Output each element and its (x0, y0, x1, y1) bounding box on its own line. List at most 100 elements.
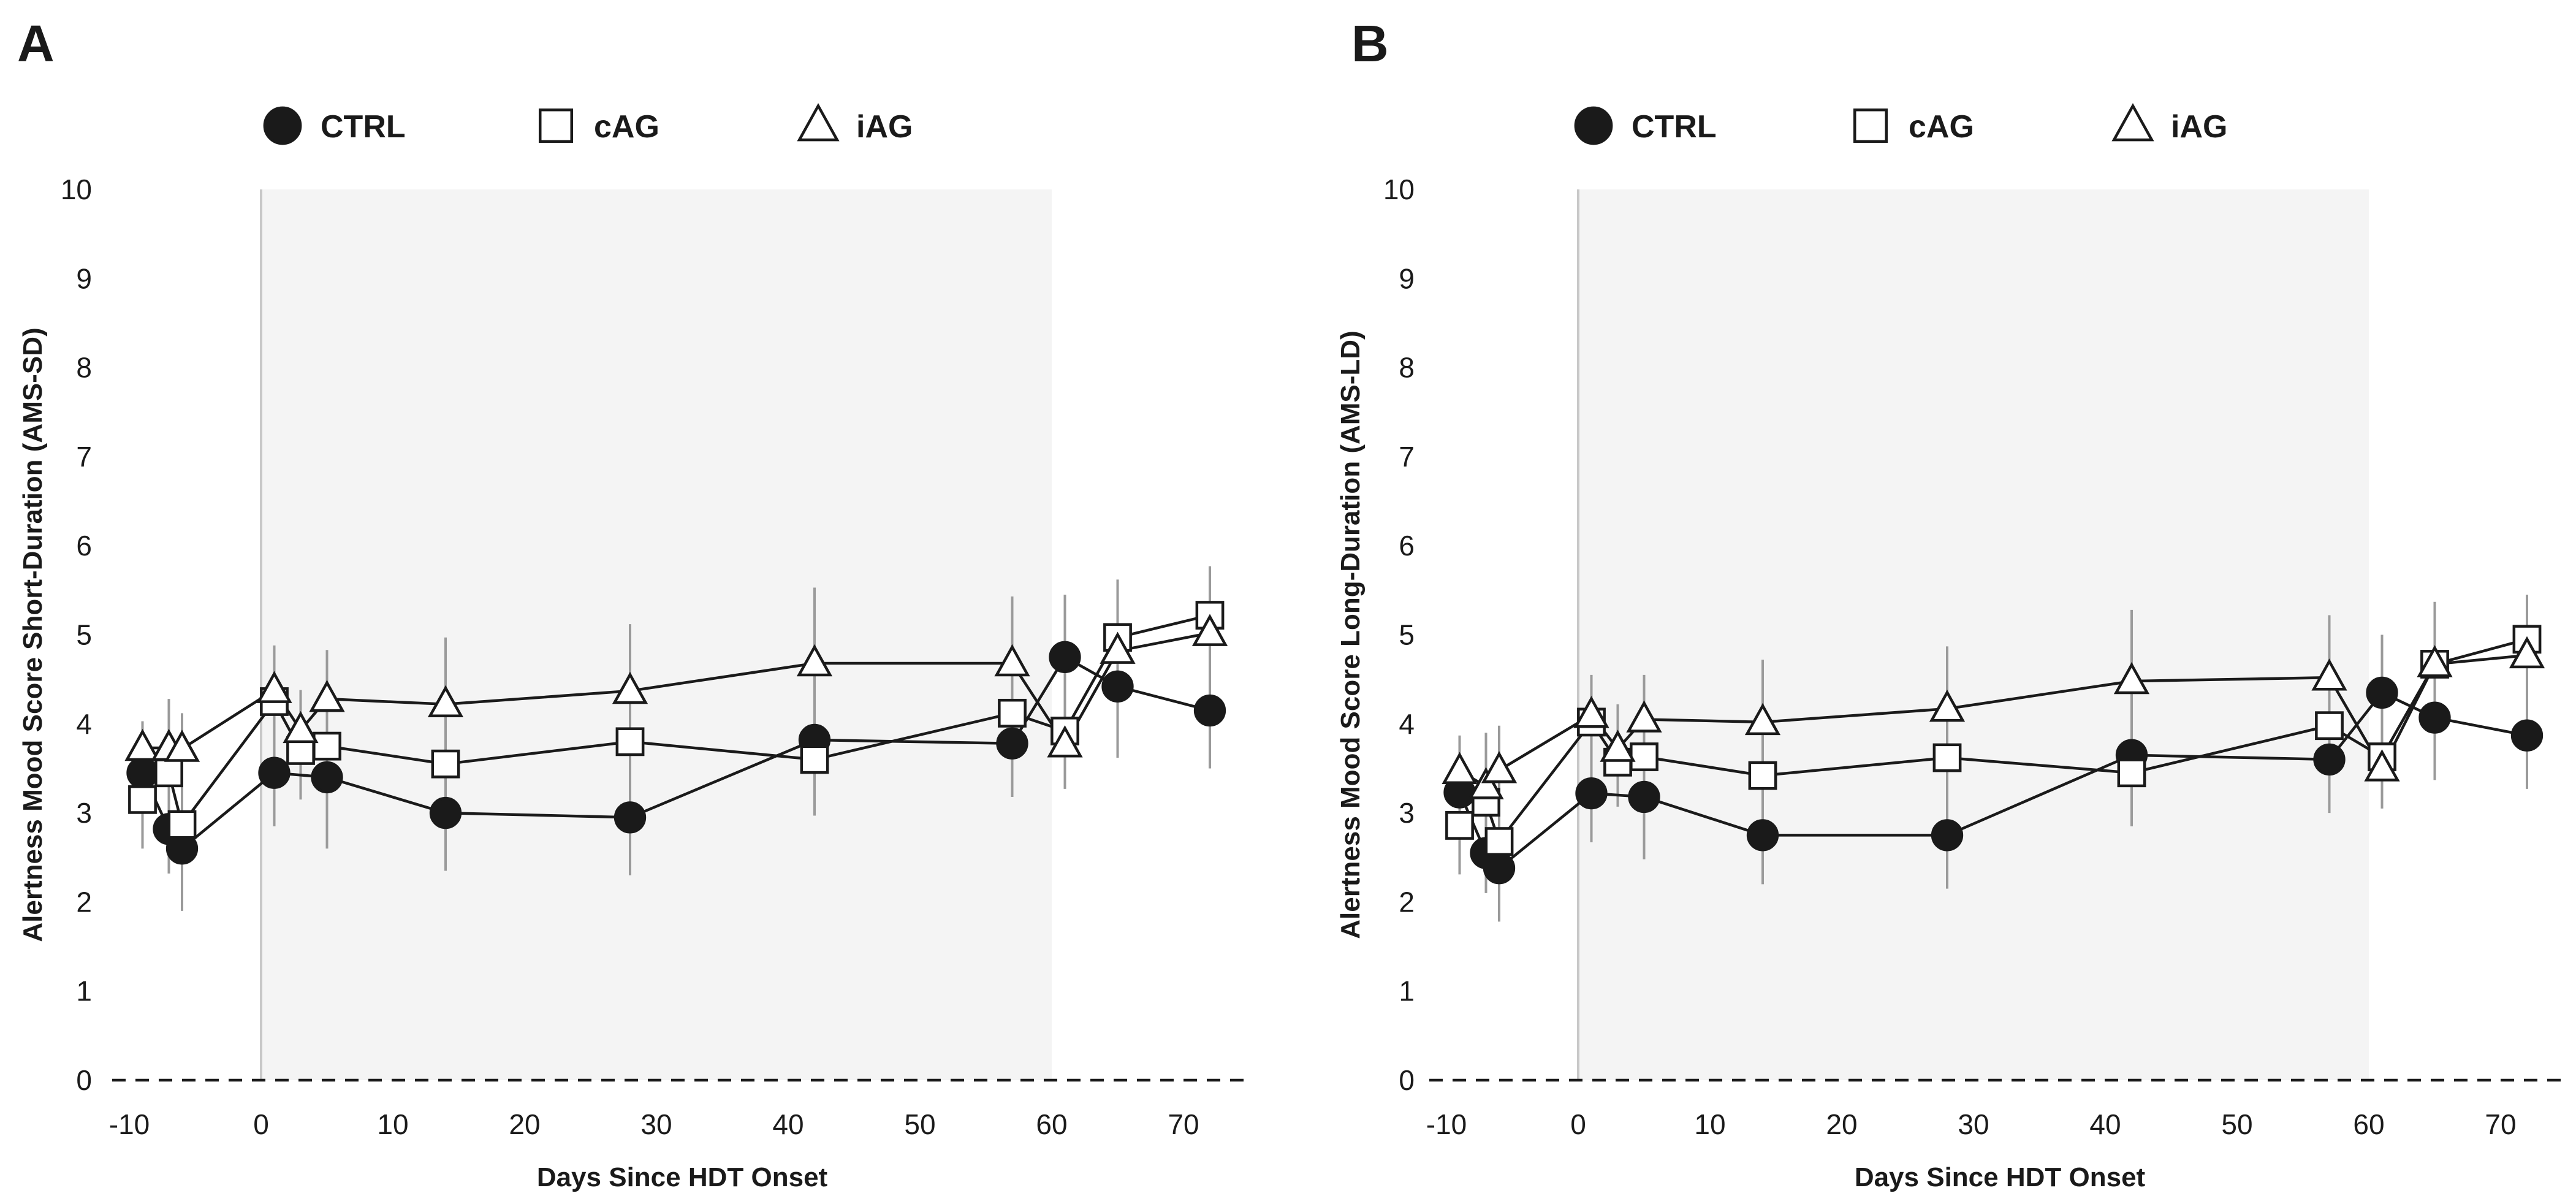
data-point-iag (796, 644, 833, 677)
x-tick-label: 50 (904, 1108, 935, 1140)
legend-label-ctrl: CTRL (321, 109, 406, 145)
data-point-ctrl (1101, 670, 1134, 703)
y-tick-label: 9 (76, 262, 92, 294)
data-point-cag (154, 758, 183, 788)
legend-marker-ctrl (1574, 106, 1613, 145)
data-point-iag (1047, 725, 1083, 758)
data-point-cag (2315, 711, 2344, 741)
data-point-ctrl (1931, 819, 1964, 852)
y-tick-label: 0 (76, 1064, 92, 1096)
data-point-cag (431, 749, 460, 779)
data-point-iag (124, 728, 161, 761)
y-tick-label: 8 (1399, 352, 1415, 384)
x-tick-label: 10 (377, 1108, 408, 1140)
y-tick-label: 4 (76, 708, 92, 740)
data-point-cag (1932, 743, 1962, 772)
x-tick-label: 50 (2221, 1108, 2252, 1140)
y-tick-label: 9 (1399, 262, 1415, 294)
x-tick-label: 0 (1570, 1108, 1586, 1140)
y-axis-title: Alertness Mood Score Short-Duration (AMS… (18, 327, 48, 942)
hdt-shaded-region (1578, 189, 2369, 1080)
y-tick-label: 2 (76, 886, 92, 918)
y-tick-label: 1 (76, 975, 92, 1007)
y-tick-label: 3 (1399, 797, 1415, 829)
data-point-ctrl (2313, 743, 2346, 776)
data-point-iag (2509, 636, 2545, 669)
data-point-ctrl (1193, 694, 1226, 727)
data-point-ctrl (311, 761, 343, 794)
data-point-ctrl (126, 756, 159, 789)
y-tick-label: 3 (76, 797, 92, 829)
data-point-ctrl (1483, 852, 1516, 885)
data-point-iag (1100, 631, 1136, 664)
x-tick-label: 40 (2089, 1108, 2121, 1140)
x-tick-label: 70 (1168, 1108, 1199, 1140)
legend-marker-cag (538, 108, 574, 143)
x-axis-title: Days Since HDT Onset (537, 1162, 828, 1192)
x-tick-label: 10 (1694, 1108, 1725, 1140)
y-tick-label: 2 (1399, 886, 1415, 918)
y-tick-label: 4 (1399, 708, 1415, 740)
data-point-cag (2117, 758, 2146, 788)
data-point-iag (283, 711, 319, 744)
data-point-iag (256, 671, 292, 703)
data-point-ctrl (429, 796, 462, 829)
data-point-cag (167, 810, 197, 839)
y-tick-label: 7 (1399, 441, 1415, 473)
data-point-iag (2364, 749, 2400, 782)
data-point-ctrl (996, 727, 1028, 760)
y-tick-label: 1 (1399, 975, 1415, 1007)
x-tick-label: -10 (109, 1108, 150, 1140)
data-point-cag (128, 785, 157, 814)
y-tick-label: 10 (61, 173, 92, 205)
panel-a-chart: 0 1 2 3 4 5 6 7 8 9 10 -10 0 10 20 30 40 50 60 70 Days Since… (18, 103, 1244, 1192)
data-point-iag (164, 730, 200, 762)
legend-label-cag: cAG (594, 109, 659, 145)
data-point-iag (1573, 696, 1609, 728)
data-point-iag (994, 644, 1030, 677)
data-point-iag (612, 671, 648, 704)
data-point-iag (427, 685, 464, 718)
x-tick-label: 30 (640, 1108, 672, 1140)
y-tick-label: 6 (76, 530, 92, 562)
data-point-iag (1626, 700, 1662, 733)
y-tick-label: 5 (1399, 619, 1415, 651)
data-point-ctrl (2366, 676, 2398, 709)
panel-letter-a: A (17, 15, 55, 72)
data-point-cag (1445, 811, 1474, 840)
data-point-cag (313, 731, 341, 761)
y-tick-label: 7 (76, 441, 92, 473)
x-tick-label: 20 (1826, 1108, 1857, 1140)
data-point-cag (615, 727, 645, 756)
x-tick-label: -10 (1426, 1108, 1467, 1140)
data-point-iag (1468, 767, 1504, 799)
y-tick-label: 5 (76, 619, 92, 651)
data-point-cag (998, 698, 1027, 728)
x-tick-label: 40 (772, 1108, 804, 1140)
data-point-iag (1744, 703, 1781, 736)
y-tick-label: 8 (76, 352, 92, 384)
y-tick-label: 0 (1399, 1064, 1415, 1096)
data-point-iag (1191, 614, 1228, 646)
data-point-ctrl (2418, 701, 2451, 734)
data-point-iag (2311, 658, 2347, 691)
legend-marker-iag (2111, 103, 2154, 142)
legend-marker-cag (1853, 108, 1888, 143)
data-point-cag (1484, 827, 1514, 856)
data-point-ctrl (2510, 719, 2544, 752)
x-tick-label: 70 (2485, 1108, 2516, 1140)
data-point-iag (309, 679, 345, 712)
y-tick-label: 10 (1383, 173, 1415, 205)
data-point-ctrl (1049, 641, 1081, 673)
x-tick-label: 20 (509, 1108, 540, 1140)
data-point-iag (1442, 752, 1478, 785)
data-point-ctrl (1746, 819, 1779, 852)
data-point-ctrl (1575, 777, 1608, 810)
hdt-shaded-region (261, 189, 1052, 1080)
x-tick-label: 30 (1958, 1108, 1989, 1140)
legend-label-ctrl: CTRL (1632, 109, 1717, 145)
data-point-iag (2113, 661, 2150, 695)
data-point-ctrl (258, 756, 291, 789)
x-tick-label: 0 (253, 1108, 269, 1140)
